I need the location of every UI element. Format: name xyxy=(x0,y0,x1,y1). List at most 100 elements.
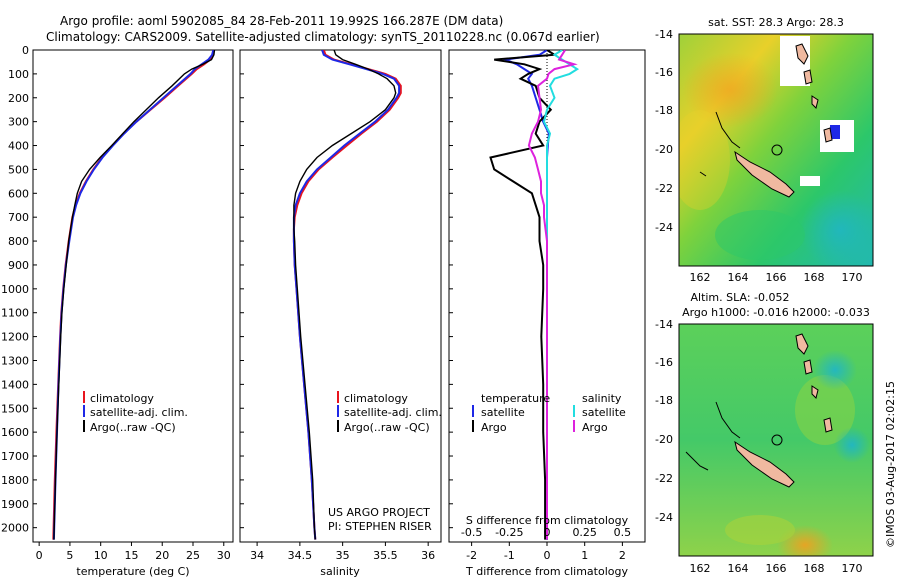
salinity-legend: climatology satellite-adj. clim. Argo(..… xyxy=(337,391,442,434)
sla-contour xyxy=(685,401,741,471)
depth-tick-label: 1900 xyxy=(1,498,29,511)
x-axes: 0 5 10 15 20 25 30 34 34.5 35 35.5 36 -2 -1 0 1 2 -0.5 -0.… xyxy=(36,526,631,562)
depth-tick-label: 900 xyxy=(8,259,29,272)
x-tick-label: 10 xyxy=(94,549,108,562)
sla-ytick: -14 xyxy=(655,318,673,331)
x-tick-label: 1 xyxy=(581,549,588,562)
sst-ytick: -18 xyxy=(655,104,673,117)
sla-map-xticks: 162 164 166 168 170 xyxy=(690,562,863,575)
s-tick-label: 0.5 xyxy=(614,526,632,539)
x-tick-label: -1 xyxy=(504,549,515,562)
difference-xlabel: T difference from climatology xyxy=(465,565,628,578)
vanuatu-islands xyxy=(795,43,833,143)
sla-xtick: 170 xyxy=(842,562,863,575)
sla-ytick: -22 xyxy=(655,472,673,485)
x-tick-label: 2 xyxy=(619,549,626,562)
legend-label-satellite: satellite-adj. clim. xyxy=(344,406,442,419)
depth-tick-label: 1000 xyxy=(1,283,29,296)
depth-tick-label: 1600 xyxy=(1,426,29,439)
depth-tick-label: 700 xyxy=(8,211,29,224)
sst-map-xticks: 162 164 166 168 170 xyxy=(690,271,863,284)
x-tick-label: 25 xyxy=(186,549,200,562)
sst-map: sat. SST: 28.3 Argo: 28.3 -14 -16 -18 -2… xyxy=(655,16,874,284)
x-tick-label: 0 xyxy=(544,549,551,562)
sla-xtick: 168 xyxy=(804,562,825,575)
x-tick-label: 34 xyxy=(250,549,264,562)
legend-label-s-satellite: satellite xyxy=(582,406,626,419)
sla-ytick: -24 xyxy=(655,511,673,524)
sla-ytick: -16 xyxy=(655,356,673,369)
s-tick-label: 0.25 xyxy=(572,526,597,539)
salinity-plot xyxy=(292,50,402,540)
difference-series-t-argo xyxy=(489,50,558,540)
sst-xtick: 162 xyxy=(690,271,711,284)
depth-tick-label: 600 xyxy=(8,187,29,200)
depth-axis: 0 100 200 300 400 500 600 700 800 900 1000 1100 1200… xyxy=(1,44,453,535)
salinity-series-satellite xyxy=(292,50,401,540)
sla-map: Altim. SLA: -0.052 Argo h1000: -0.016 h2… xyxy=(655,291,874,575)
sla-xtick: 166 xyxy=(766,562,787,575)
depth-tick-label: 0 xyxy=(22,44,29,57)
temperature-xlabel: temperature (deg C) xyxy=(76,565,189,578)
legend-label-s-argo: Argo xyxy=(582,421,608,434)
legend-label-climatology: climatology xyxy=(90,392,154,405)
sst-map-yticks: -14 -16 -18 -20 -22 -24 xyxy=(655,28,673,234)
x-tick-label: 15 xyxy=(124,549,138,562)
legend-label-satellite: satellite-adj. clim. xyxy=(90,406,188,419)
difference-series-s-argo xyxy=(527,50,578,540)
x-tick-label: -2 xyxy=(466,549,477,562)
sst-ytick: -14 xyxy=(655,28,673,41)
sst-xtick: 164 xyxy=(728,271,749,284)
salinity-panel-frame xyxy=(239,49,442,543)
depth-tick-label: 1500 xyxy=(1,402,29,415)
x-tick-label: 0 xyxy=(36,549,43,562)
sst-ytick: -16 xyxy=(655,66,673,79)
sla-ytick: -18 xyxy=(655,394,673,407)
difference-legend-salinity: salinity satellite Argo xyxy=(573,392,626,434)
x-tick-label: 35.5 xyxy=(373,549,398,562)
project-annotation-line2: PI: STEPHEN RISER xyxy=(328,520,432,533)
imos-credit: ©IMOS 03-Aug-2017 02:02:15 xyxy=(884,381,897,548)
x-tick-label: 5 xyxy=(66,549,73,562)
legend-label-t-satellite: satellite xyxy=(481,406,525,419)
sla-xtick: 164 xyxy=(728,562,749,575)
sla-ytick: -20 xyxy=(655,433,673,446)
depth-tick-label: 1300 xyxy=(1,354,29,367)
s-tick-label: 0 xyxy=(544,526,551,539)
depth-tick-label: 2000 xyxy=(1,522,29,535)
sla-xtick: 162 xyxy=(690,562,711,575)
sst-ytick: -22 xyxy=(655,182,673,195)
temperature-series-argo xyxy=(53,50,216,540)
temperature-series-satellite xyxy=(52,50,215,540)
difference-series-s-satellite xyxy=(542,50,580,540)
argo-float-position xyxy=(771,144,783,156)
temperature-plot xyxy=(52,50,216,540)
x-tick-label: 30 xyxy=(217,549,231,562)
sst-ytick: -24 xyxy=(655,221,673,234)
x-tick-label: 20 xyxy=(155,549,169,562)
temperature-legend: climatology satellite-adj. clim. Argo(..… xyxy=(83,391,188,434)
depth-tick-label: 100 xyxy=(8,68,29,81)
sst-xtick: 168 xyxy=(804,271,825,284)
legend-label-t-argo: Argo xyxy=(481,421,507,434)
sla-map-title-line2: Argo h1000: -0.016 h2000: -0.033 xyxy=(682,306,870,319)
sst-map-title: sat. SST: 28.3 Argo: 28.3 xyxy=(708,16,844,29)
depth-tick-label: 800 xyxy=(8,235,29,248)
legend-label-argo: Argo(..raw -QC) xyxy=(344,421,430,434)
salinity-xlabel: salinity xyxy=(320,565,360,578)
depth-tick-label: 1100 xyxy=(1,307,29,320)
legend-heading-temperature: temperature xyxy=(481,392,550,405)
sla-map-yticks: -14 -16 -18 -20 -22 -24 xyxy=(655,318,673,524)
difference-legend-temperature: temperature satellite Argo xyxy=(472,392,550,434)
s-tick-label: -0.5 xyxy=(461,526,482,539)
x-tick-label: 34.5 xyxy=(288,549,313,562)
depth-tick-label: 1700 xyxy=(1,450,29,463)
sst-contour xyxy=(699,111,741,177)
depth-tick-label: 1800 xyxy=(1,474,29,487)
depth-tick-label: 400 xyxy=(8,140,29,153)
sst-ytick: -20 xyxy=(655,143,673,156)
s-tick-label: -0.25 xyxy=(495,526,523,539)
argo-float-position xyxy=(771,434,783,446)
depth-tick-label: 200 xyxy=(8,92,29,105)
x-tick-label: 36 xyxy=(421,549,435,562)
